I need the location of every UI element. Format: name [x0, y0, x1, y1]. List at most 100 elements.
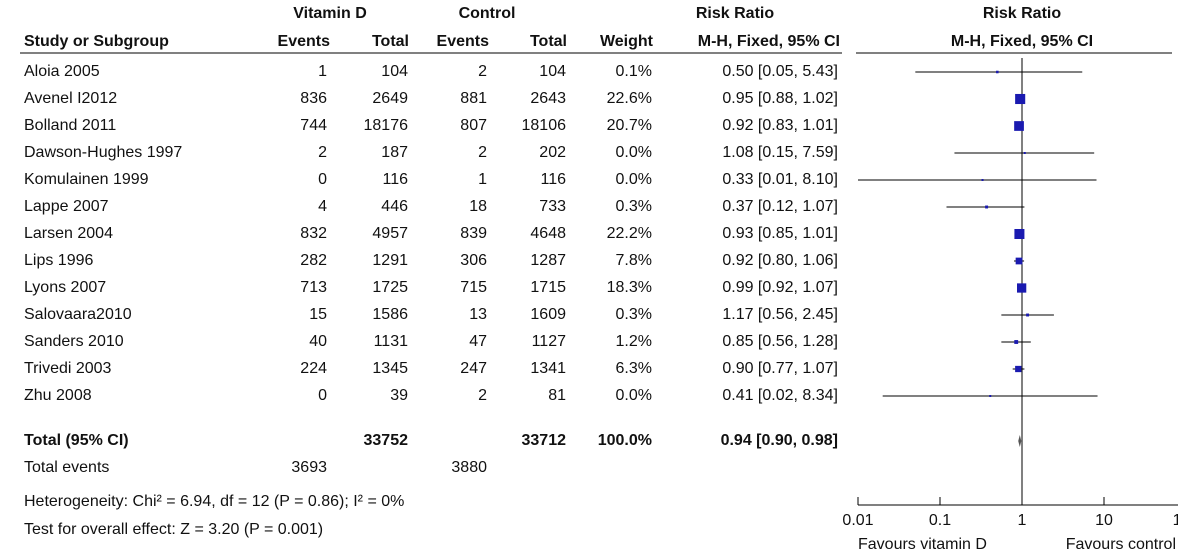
table-cell: 2: [478, 63, 487, 80]
table-cell: 0: [318, 387, 327, 404]
table-cell: 47: [469, 333, 487, 350]
effect-square: [1015, 93, 1026, 105]
table-cell: 836: [300, 90, 327, 107]
table-cell: 104: [381, 63, 408, 80]
column-header: Events: [278, 33, 331, 50]
table-cell: 15: [309, 306, 327, 323]
total-events: 3880: [451, 459, 487, 476]
effect-square: [989, 395, 992, 397]
table-cell: 116: [382, 171, 408, 188]
table-cell: 1715: [530, 279, 566, 296]
table-cell: 881: [460, 90, 487, 107]
x-tick-label: 0.1: [929, 512, 951, 529]
effect-square: [1017, 283, 1027, 293]
table-cell: 2: [478, 387, 487, 404]
weight-label: 1.2%: [616, 333, 652, 350]
effect-square: [981, 179, 984, 181]
study-name: Aloia 2005: [24, 63, 100, 80]
total-events-label: Total events: [24, 459, 109, 476]
ci-label: 1.08 [0.15, 7.59]: [722, 144, 838, 161]
heterogeneity: Heterogeneity: Chi² = 6.94, df = 12 (P =…: [24, 493, 404, 510]
effect-square: [1014, 228, 1025, 240]
table-cell: 1609: [530, 306, 566, 323]
ci-label: 0.85 [0.56, 1.28]: [722, 333, 838, 350]
table-cell: 1341: [530, 360, 566, 377]
ci-label: 1.17 [0.56, 2.45]: [722, 306, 838, 323]
study-name: Trivedi 2003: [24, 360, 112, 377]
study-name: Larsen 2004: [24, 225, 113, 242]
table-cell: 1: [478, 171, 487, 188]
total-weight: 100.0%: [598, 432, 652, 449]
table-cell: 4957: [372, 225, 408, 242]
weight-label: 0.0%: [616, 144, 652, 161]
table-cell: 81: [548, 387, 566, 404]
table-cell: 2: [318, 144, 327, 161]
table-cell: 247: [460, 360, 487, 377]
table-cell: 13: [469, 306, 487, 323]
ci-label: 0.41 [0.02, 8.34]: [722, 387, 838, 404]
table-cell: 1725: [372, 279, 408, 296]
group-header: Control: [459, 5, 516, 22]
total-label: Total (95% CI): [24, 432, 129, 449]
effect-square: [1015, 365, 1022, 373]
study-name: Lips 1996: [24, 252, 93, 269]
column-header: Total: [372, 33, 409, 50]
table-cell: 18: [469, 198, 487, 215]
study-name: Dawson-Hughes 1997: [24, 144, 182, 161]
column-header: Risk Ratio: [983, 5, 1061, 22]
study-name: Avenel I2012: [24, 90, 117, 107]
ci-label: 0.92 [0.80, 1.06]: [722, 252, 838, 269]
table-cell: 713: [300, 279, 327, 296]
table-cell: 224: [300, 360, 327, 377]
study-name: Sanders 2010: [24, 333, 124, 350]
effect-square: [996, 70, 999, 74]
table-cell: 1131: [374, 333, 409, 350]
ci-label: 0.37 [0.12, 1.07]: [722, 198, 838, 215]
x-tick-label: 100: [1173, 512, 1178, 529]
total-cell: 33752: [364, 432, 409, 449]
table-cell: 1127: [532, 333, 567, 350]
table-cell: 744: [300, 117, 327, 134]
column-header: Total: [530, 33, 567, 50]
study-name: Salovaara2010: [24, 306, 132, 323]
total-cell: 33712: [522, 432, 567, 449]
table-cell: 839: [460, 225, 487, 242]
table-cell: 1345: [372, 360, 408, 377]
total-diamond: [1018, 435, 1022, 447]
effect-square: [1014, 121, 1024, 131]
table-cell: 104: [539, 63, 566, 80]
group-header: Vitamin D: [293, 5, 367, 22]
favours-left: Favours vitamin D: [858, 536, 987, 553]
study-name: Zhu 2008: [24, 387, 92, 404]
weight-label: 0.0%: [616, 387, 652, 404]
table-cell: 1291: [372, 252, 408, 269]
x-tick-label: 0.01: [842, 512, 873, 529]
study-name: Lappe 2007: [24, 198, 109, 215]
table-cell: 0: [318, 171, 327, 188]
table-cell: 116: [540, 171, 566, 188]
total-events: 3693: [291, 459, 327, 476]
table-cell: 715: [460, 279, 487, 296]
ci-label: 0.50 [0.05, 5.43]: [722, 63, 838, 80]
table-cell: 306: [460, 252, 487, 269]
x-tick-label: 1: [1018, 512, 1027, 529]
weight-label: 6.3%: [616, 360, 652, 377]
total-ci: 0.94 [0.90, 0.98]: [721, 432, 838, 449]
weight-label: 0.1%: [616, 63, 652, 80]
table-cell: 446: [381, 198, 408, 215]
table-cell: 1: [318, 63, 327, 80]
effect-square: [1014, 340, 1019, 344]
table-cell: 18176: [364, 117, 409, 134]
table-cell: 4648: [530, 225, 566, 242]
weight-label: 7.8%: [616, 252, 652, 269]
ci-label: 0.92 [0.83, 1.01]: [722, 117, 838, 134]
weight-label: 0.3%: [616, 198, 652, 215]
table-cell: 202: [539, 144, 566, 161]
column-header: Risk Ratio: [696, 5, 774, 22]
overall-effect: Test for overall effect: Z = 3.20 (P = 0…: [24, 521, 323, 538]
table-cell: 4: [318, 198, 327, 215]
study-name: Komulainen 1999: [24, 171, 149, 188]
weight-label: 18.3%: [607, 279, 652, 296]
table-cell: 733: [539, 198, 566, 215]
